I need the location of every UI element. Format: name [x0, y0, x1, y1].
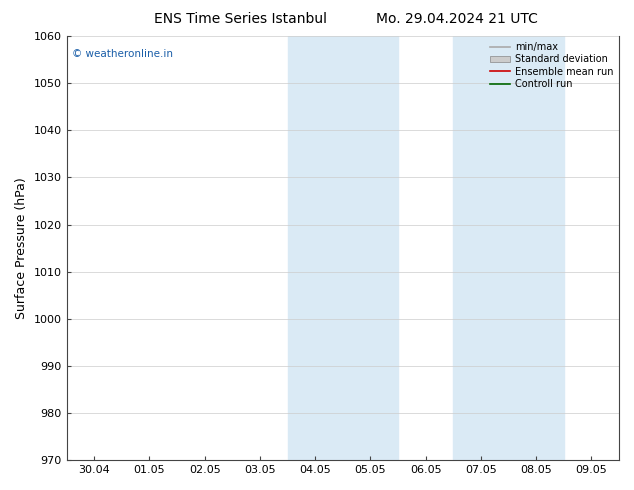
Bar [288, 36, 398, 460]
Text: ENS Time Series Istanbul: ENS Time Series Istanbul [155, 12, 327, 26]
Text: © weatheronline.in: © weatheronline.in [72, 49, 173, 59]
Text: Mo. 29.04.2024 21 UTC: Mo. 29.04.2024 21 UTC [375, 12, 538, 26]
Y-axis label: Surface Pressure (hPa): Surface Pressure (hPa) [15, 177, 28, 319]
Legend: min/max, Standard deviation, Ensemble mean run, Controll run: min/max, Standard deviation, Ensemble me… [486, 38, 617, 93]
Bar [453, 36, 564, 460]
